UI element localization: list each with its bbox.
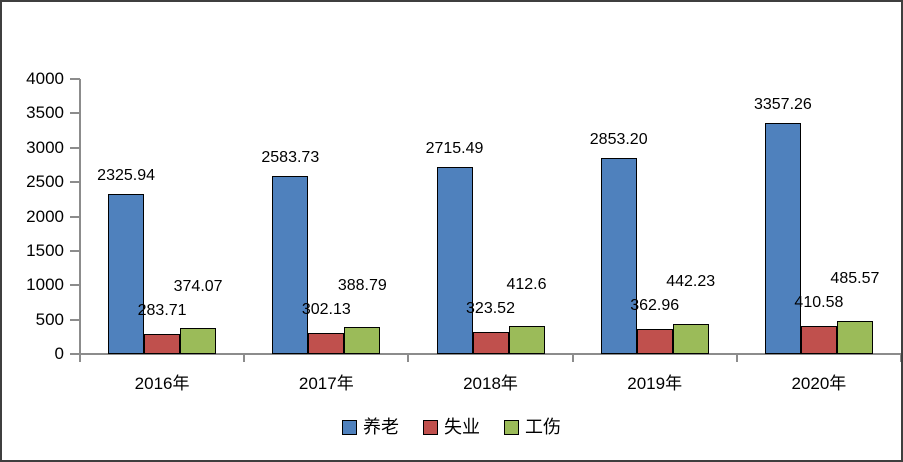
x-category-label: 2017年 [298,374,354,393]
y-tick-label: 3500 [26,103,64,123]
y-tick-label: 4000 [26,69,64,88]
legend-swatch-养老 [342,419,357,435]
x-category-label: 2019年 [627,374,683,393]
data-label-失业-2019年: 362.96 [630,297,680,315]
data-label-工伤-2016年: 374.07 [173,278,223,296]
y-tick-label: 0 [54,344,64,363]
bar-养老-2020年 [764,123,801,354]
bar-工伤-2020年 [836,320,873,354]
legend-label-工伤: 工伤 [525,417,561,437]
data-label-养老-2017年: 2583.73 [261,149,320,167]
y-tick [70,78,80,80]
data-label-失业-2017年: 302.13 [301,301,351,319]
bar-失业-2017年 [308,333,345,354]
x-tick [407,354,410,362]
legend-label-养老: 养老 [363,417,399,437]
bar-工伤-2016年 [180,328,217,354]
data-label-工伤-2018年: 412.6 [506,275,547,293]
legend: 养老 失业 工伤 [2,417,901,437]
y-tick [70,112,80,115]
y-tick [70,318,80,321]
x-tick [571,354,574,362]
bar-失业-2019年 [636,329,673,354]
y-tick-label: 1000 [26,275,64,295]
data-label-养老-2016年: 2325.94 [97,167,156,185]
bar-失业-2016年 [144,334,181,354]
bar-工伤-2019年 [672,323,709,354]
legend-item-失业: 失业 [423,417,480,437]
x-category-label: 2016年 [134,374,190,393]
bar-失业-2018年 [472,331,509,354]
legend-item-养老: 养老 [342,417,399,437]
x-tick [243,354,246,362]
y-tick-label: 500 [35,309,64,329]
bar-养老-2019年 [600,157,637,354]
y-tick-label: 3000 [26,137,64,157]
x-axis-line [70,353,901,355]
x-category-label: 2018年 [463,374,518,393]
y-tick-label: 2500 [26,172,64,192]
x-tick [735,354,738,362]
data-label-失业-2016年: 283.71 [137,302,187,320]
x-tick [79,354,81,362]
data-label-工伤-2017年: 388.79 [337,277,387,295]
data-label-失业-2020年: 410.58 [794,293,844,311]
y-tick [70,284,80,287]
y-tick-label: 2000 [26,206,64,226]
data-label-失业-2018年: 323.52 [466,299,515,317]
y-tick [70,353,80,355]
y-tick-label: 1500 [26,240,64,260]
y-tick [70,181,80,184]
data-label-工伤-2019年: 442.23 [666,273,716,291]
data-label-养老-2019年: 2853.20 [589,130,648,148]
legend-item-工伤: 工伤 [504,417,561,437]
y-tick [70,146,80,149]
data-label-工伤-2020年: 485.57 [830,269,880,287]
y-axis-line [79,79,81,355]
legend-swatch-工伤 [504,419,519,435]
bar-养老-2017年 [272,176,309,354]
x-tick [900,354,901,362]
data-label-养老-2020年: 3357.26 [753,96,812,114]
bar-养老-2018年 [436,167,473,354]
bar-养老-2016年 [108,194,145,354]
x-category-label: 2020年 [791,374,847,393]
bar-工伤-2018年 [508,325,545,354]
legend-label-失业: 失业 [444,417,480,437]
bar-失业-2020年 [800,325,837,354]
legend-swatch-失业 [423,419,438,435]
bar-工伤-2017年 [344,327,381,354]
data-label-养老-2018年: 2715.49 [425,140,484,158]
y-tick [70,215,80,218]
y-tick [70,249,80,252]
